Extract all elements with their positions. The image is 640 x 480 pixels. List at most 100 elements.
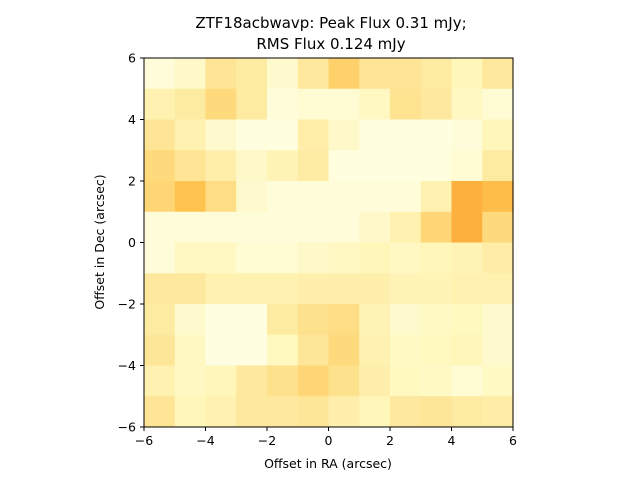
heatmap-cell	[144, 242, 176, 274]
heatmap-cell	[267, 396, 299, 428]
heatmap-cell	[144, 365, 176, 397]
heatmap-cell	[390, 58, 422, 90]
heatmap-cell	[236, 58, 268, 90]
heatmap-cell	[144, 211, 176, 244]
heatmap-cell	[420, 88, 453, 121]
heatmap-cell	[144, 58, 176, 90]
heatmap-cell	[359, 365, 391, 397]
heatmap-cell	[297, 242, 330, 274]
heatmap-cells	[144, 58, 514, 428]
heatmap-cell	[236, 181, 268, 213]
heatmap-cell	[390, 88, 422, 121]
heatmap-cell	[390, 181, 422, 213]
heatmap-cell	[420, 365, 453, 397]
heatmap-cell	[328, 396, 360, 428]
heatmap-cell	[359, 273, 391, 305]
y-tick-label: 0	[128, 235, 136, 250]
heatmap-cell	[267, 150, 299, 182]
heatmap-cell	[482, 88, 514, 121]
heatmap-cell	[390, 273, 422, 305]
heatmap-cell	[174, 181, 207, 213]
heatmap-cell	[205, 119, 237, 151]
heatmap-cell	[144, 150, 176, 182]
heatmap-cell	[359, 150, 391, 182]
heatmap-cell	[328, 211, 360, 244]
heatmap-cell	[451, 88, 483, 121]
x-tick-label: −6	[135, 433, 153, 448]
heatmap-cell	[174, 150, 207, 182]
heatmap-cell	[482, 211, 514, 244]
heatmap-cell	[267, 242, 299, 274]
chart-title-line1: ZTF18acbwavp: Peak Flux 0.31 mJy;	[195, 14, 466, 32]
heatmap-cell	[236, 396, 268, 428]
heatmap-cell	[482, 334, 514, 367]
x-axis-ticks: −6 −4 −2 0 2 4 6	[135, 427, 517, 448]
heatmap-cell	[267, 334, 299, 367]
heatmap-cell	[451, 58, 483, 90]
heatmap-cell	[297, 119, 330, 151]
heatmap-cell	[236, 365, 268, 397]
heatmap-cell	[144, 396, 176, 428]
heatmap-cell	[297, 88, 330, 121]
heatmap-cell	[267, 365, 299, 397]
heatmap-cell	[267, 88, 299, 121]
heatmap-cell	[451, 365, 483, 397]
heatmap-cell	[328, 273, 360, 305]
y-tick-label: −4	[118, 358, 136, 373]
heatmap-cell	[482, 58, 514, 90]
heatmap-cell	[174, 242, 207, 274]
heatmap-cell	[390, 365, 422, 397]
heatmap-cell	[482, 242, 514, 274]
heatmap-cell	[267, 119, 299, 151]
heatmap-cell	[420, 396, 453, 428]
heatmap-cell	[390, 304, 422, 336]
heatmap-cell	[328, 334, 360, 367]
heatmap-cell	[482, 150, 514, 182]
heatmap-cell	[236, 88, 268, 121]
heatmap-cell	[174, 304, 207, 336]
heatmap-cell	[482, 273, 514, 305]
heatmap-cell	[267, 304, 299, 336]
heatmap-cell	[420, 334, 453, 367]
y-tick-label: 6	[128, 51, 136, 66]
heatmap-cell	[297, 396, 330, 428]
heatmap-cell	[451, 396, 483, 428]
y-axis-ticks: −6 −4 −2 0 2 4 6	[118, 51, 144, 435]
heatmap-cell	[328, 181, 360, 213]
heatmap-cell	[205, 88, 237, 121]
heatmap-cell	[451, 211, 483, 244]
heatmap-cell	[420, 211, 453, 244]
x-tick-label: −2	[258, 433, 276, 448]
heatmap-cell	[328, 58, 360, 90]
heatmap-cell	[297, 334, 330, 367]
heatmap-cell	[390, 242, 422, 274]
heatmap-cell	[390, 150, 422, 182]
x-axis-label: Offset in RA (arcsec)	[264, 456, 392, 471]
heatmap-cell	[390, 119, 422, 151]
heatmap-cell	[420, 181, 453, 213]
heatmap-cell	[267, 273, 299, 305]
heatmap-cell	[174, 273, 207, 305]
heatmap-cell	[482, 365, 514, 397]
heatmap-cell	[451, 119, 483, 151]
chart-title-line2: RMS Flux 0.124 mJy	[256, 35, 405, 53]
heatmap-cell	[267, 58, 299, 90]
heatmap-cell	[390, 211, 422, 244]
heatmap-cell	[205, 396, 237, 428]
heatmap-cell	[328, 88, 360, 121]
x-tick-label: 4	[448, 433, 456, 448]
x-tick-label: 0	[325, 433, 333, 448]
heatmap-cell	[359, 119, 391, 151]
heatmap-cell	[328, 365, 360, 397]
x-tick-label: 2	[386, 433, 394, 448]
heatmap-cell	[359, 88, 391, 121]
heatmap-cell	[267, 181, 299, 213]
heatmap-cell	[205, 304, 237, 336]
heatmap-cell	[359, 334, 391, 367]
heatmap-cell	[144, 119, 176, 151]
heatmap-cell	[328, 304, 360, 336]
heatmap-cell	[451, 150, 483, 182]
heatmap-cell	[359, 396, 391, 428]
heatmap-cell	[174, 365, 207, 397]
